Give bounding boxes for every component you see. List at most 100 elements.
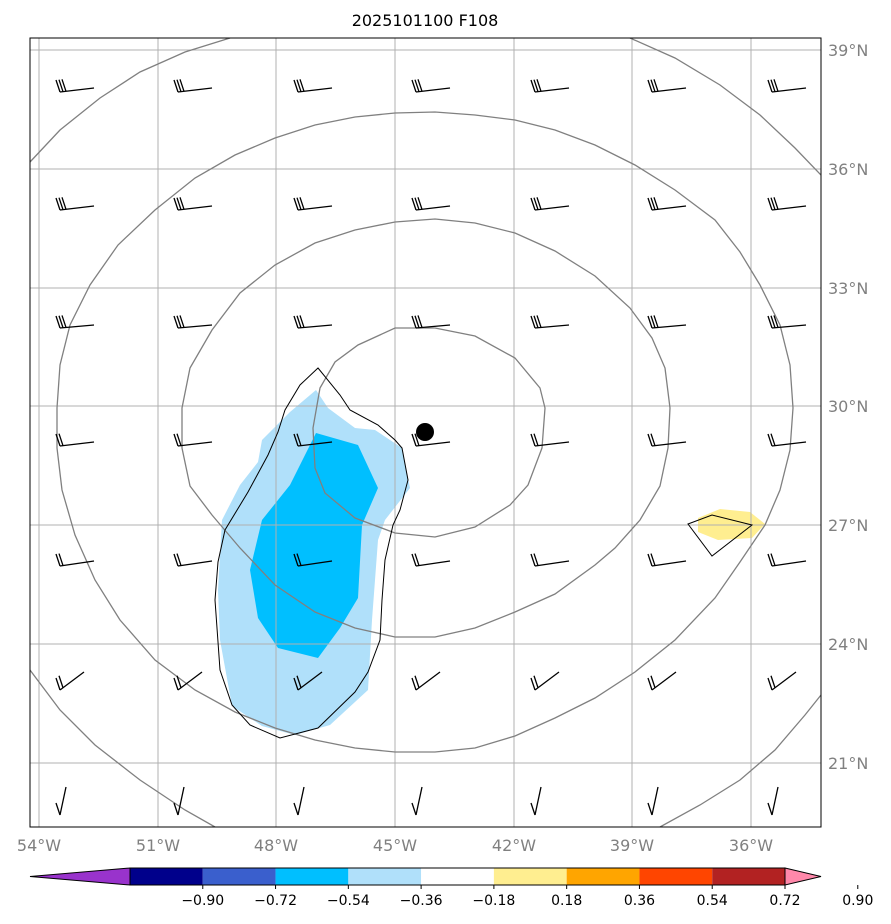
outline-contour [214,367,409,739]
colorbar-segment [275,868,349,885]
colorbar: −0.90 −0.72 −0.54 −0.36 −0.18 0.18 0.36 0.54 0.7… [29,867,873,909]
wind-barb [647,671,677,691]
wind-barb [293,315,333,329]
wind-barb [530,315,570,329]
colorbar-label: 0.72 [769,893,800,909]
colorbar-label: −0.54 [327,893,370,909]
wind-barb [767,79,807,93]
x-axis-labels: 54°W 51°W 48°W 45°W 42°W 39°W 36°W [17,836,773,855]
wind-barb [293,433,333,447]
wind-barb [173,786,185,816]
y-tick-label: 24°N [828,635,868,654]
figure-title: 2025101100 F108 [352,11,499,30]
wind-barb [530,433,570,447]
contour-outer [30,38,821,827]
wind-barb [173,433,213,447]
x-tick-label: 42°W [492,836,536,855]
wind-barb [55,433,95,447]
colorbar-segment [566,868,640,885]
wind-barb [530,553,570,567]
x-tick-label: 48°W [254,836,298,855]
y-tick-label: 30°N [828,397,868,416]
wind-barb [293,671,323,691]
wind-barb [411,79,451,93]
wind-barb [767,671,797,691]
colorbar-label: −0.72 [254,893,297,909]
colorbar-label: 0.18 [551,893,582,909]
colorbar-label: 0.90 [842,893,873,909]
colorbar-segment [130,868,203,885]
y-tick-label: 39°N [828,41,868,60]
wind-barb [173,79,213,93]
wind-barb [55,197,95,211]
wind-barb [173,553,213,567]
wind-barb [647,553,687,567]
wind-barb [411,671,441,691]
wind-barb [767,315,807,329]
wind-barb [647,79,687,93]
colorbar-outline [129,867,786,886]
wind-barb [173,315,213,329]
wind-barb [530,79,570,93]
x-tick-label: 51°W [136,836,180,855]
wind-barb [411,553,451,567]
wind-barb [293,553,333,567]
contour-lines [30,38,821,827]
colorbar-label: −0.36 [400,893,443,909]
wind-barb [411,315,451,329]
y-tick-label: 33°N [828,279,868,298]
wind-barb [173,197,213,211]
y-tick-label: 21°N [828,754,868,773]
wind-barbs [55,79,807,816]
plot-frame [29,37,822,828]
contour-inner [312,327,546,538]
wind-barb [411,433,451,447]
wind-barb [647,197,687,211]
y-tick-label: 36°N [828,160,868,179]
wind-barb [411,786,423,816]
x-tick-label: 54°W [17,836,61,855]
wind-barb [647,786,659,816]
wind-barb [55,786,67,816]
wind-barb [647,315,687,329]
wind-barb [293,79,333,93]
y-tick-label: 27°N [828,516,868,535]
y-axis-labels: 39°N 36°N 33°N 30°N 27°N 24°N 21°N [828,41,868,773]
wind-barb [55,553,95,567]
x-tick-label: 39°W [610,836,654,855]
wind-barb [530,786,542,816]
wind-barb [55,671,85,691]
colorbar-label: −0.18 [472,893,515,909]
wind-barb [293,786,305,816]
colorbar-label: 0.36 [624,893,655,909]
center-marker [416,423,434,441]
wind-barb [767,786,779,816]
colorbar-segment [421,868,494,885]
wind-barb [293,197,333,211]
x-tick-label: 45°W [373,836,417,855]
colorbar-segment [348,868,422,885]
plot-area [30,38,821,827]
wind-barb [411,197,451,211]
colorbar-segment [712,868,785,885]
wind-barb [173,671,203,691]
x-tick-label: 36°W [729,836,773,855]
contour-third [56,111,794,753]
wind-barb [55,79,95,93]
colorbar-segment [493,868,567,885]
wind-barb [767,197,807,211]
wind-barb [767,553,807,567]
contour-second [181,218,671,638]
wind-barb [767,433,807,447]
colorbar-label: 0.54 [697,893,728,909]
colorbar-extend-low [29,867,131,886]
wind-barb [530,671,560,691]
colorbar-segment [202,868,276,885]
wind-barb [647,433,687,447]
colorbar-segment [639,868,713,885]
wind-barb [55,315,95,329]
colorbar-label: −0.90 [181,893,224,909]
shade-blue-region [250,433,378,658]
colorbar-extend-high [784,867,822,886]
